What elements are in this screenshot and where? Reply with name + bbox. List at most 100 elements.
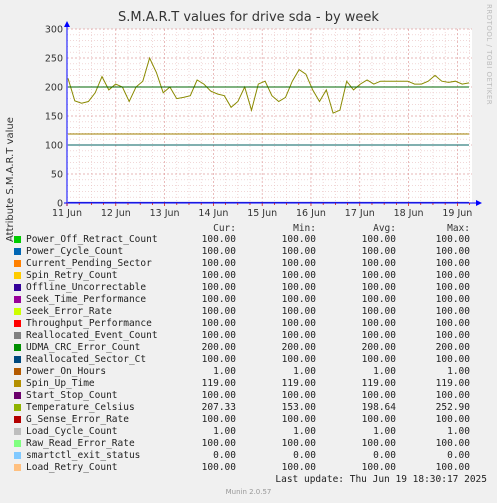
x-tick-label: 18 Jun	[394, 208, 424, 219]
legend-swatch	[14, 308, 21, 315]
last-update: Last update: Thu Jun 19 18:30:17 2025	[275, 474, 487, 485]
legend-row-offline-uncorrectable: Offline_Uncorrectable 100.00 100.00 100.00 1…	[0, 282, 497, 294]
legend-cur-value: 100.00	[201, 462, 236, 473]
legend-swatch	[14, 416, 21, 423]
legend-cur-value: 207.33	[201, 402, 236, 413]
axes	[64, 21, 482, 206]
legend-label: G_Sense_Error_Rate	[26, 414, 129, 425]
legend-cur-value: 100.00	[201, 318, 236, 329]
legend-row-power-on-hours: Power_On_Hours 1.00 1.00 1.00 1.00	[0, 366, 497, 378]
legend-max-value: 100.00	[435, 306, 470, 317]
legend-avg-value: 119.00	[361, 378, 396, 389]
legend-avg-value: 100.00	[361, 354, 396, 365]
legend-avg-value: 100.00	[361, 318, 396, 329]
legend-max-value: 100.00	[435, 282, 470, 293]
legend-swatch	[14, 272, 21, 279]
legend-max-value: 100.00	[435, 390, 470, 401]
legend-cur-value: 100.00	[201, 294, 236, 305]
x-tick-label: 15 Jun	[247, 208, 277, 219]
legend-avg-value: 1.00	[373, 366, 396, 377]
y-axis-arrow	[64, 21, 70, 27]
legend-row-spin-up-time: Spin_Up_Time 119.00 119.00 119.00 119.00	[0, 378, 497, 390]
legend-swatch	[14, 296, 21, 303]
legend-row-smartctl-exit-status: smartctl_exit_status 0.00 0.00 0.00 0.00	[0, 450, 497, 462]
legend-row-udma-crc-error-count: UDMA_CRC_Error_Count 200.00 200.00 200.00 20…	[0, 342, 497, 354]
x-tick-label: 12 Jun	[101, 208, 131, 219]
y-tick-label: 50	[51, 170, 63, 181]
legend-swatch	[14, 368, 21, 375]
legend-cur-value: 100.00	[201, 270, 236, 281]
legend-swatch	[14, 344, 21, 351]
legend-cur-value: 100.00	[201, 246, 236, 257]
legend-swatch	[14, 464, 21, 471]
legend-label: Throughput_Performance	[26, 318, 152, 329]
legend-max-value: 100.00	[435, 234, 470, 245]
x-tick-label: 17 Jun	[345, 208, 375, 219]
legend-max-value: 100.00	[435, 438, 470, 449]
legend-avg-value: 100.00	[361, 390, 396, 401]
legend-avg-value: 198.64	[361, 402, 396, 413]
legend-label: Load_Retry_Count	[26, 462, 118, 473]
x-axis-arrow	[476, 200, 482, 206]
legend-label: smartctl_exit_status	[26, 450, 141, 461]
legend-label: Load_Cycle_Count	[26, 426, 118, 437]
y-tick-label: 100	[45, 141, 63, 152]
legend-row-current-pending-sector: Current_Pending_Sector 100.00 100.00 100.00…	[0, 258, 497, 270]
legend-min-value: 100.00	[281, 438, 316, 449]
legend-cur-value: 100.00	[201, 414, 236, 425]
legend-max-value: 100.00	[435, 270, 470, 281]
legend-avg-value: 100.00	[361, 234, 396, 245]
legend-min-value: 100.00	[281, 258, 316, 269]
munin-version: Munin 2.0.57	[225, 488, 272, 496]
legend-label: UDMA_CRC_Error_Count	[26, 342, 141, 353]
legend-label: Seek_Error_Rate	[26, 306, 112, 317]
legend-avg-value: 100.00	[361, 258, 396, 269]
legend-swatch	[14, 320, 21, 327]
legend-row-seek-error-rate: Seek_Error_Rate 100.00 100.00 100.00 100.00	[0, 306, 497, 318]
y-tick-label: 200	[45, 83, 63, 94]
legend-row-load-cycle-count: Load_Cycle_Count 1.00 1.00 1.00 1.00	[0, 426, 497, 438]
legend-avg-value: 100.00	[361, 270, 396, 281]
legend-min-value: 200.00	[281, 342, 316, 353]
legend-cur-value: 100.00	[201, 330, 236, 341]
legend-header-avg: Avg:	[373, 223, 396, 234]
legend-header-min: Min:	[293, 223, 316, 234]
legend-swatch	[14, 260, 21, 267]
legend-label: Power_On_Hours	[26, 366, 107, 377]
y-tick-label: 250	[45, 54, 63, 65]
legend-avg-value: 100.00	[361, 294, 396, 305]
legend-min-value: 100.00	[281, 270, 316, 281]
legend-max-value: 0.00	[447, 450, 470, 461]
legend-avg-value: 100.00	[361, 462, 396, 473]
legend-avg-value: 100.00	[361, 414, 396, 425]
legend-swatch	[14, 248, 21, 255]
legend-label: Spin_Up_Time	[26, 378, 95, 389]
legend-cur-value: 100.00	[201, 258, 236, 269]
legend-max-value: 100.00	[435, 330, 470, 341]
legend-cur-value: 100.00	[201, 390, 236, 401]
legend-row-power-cycle-count: Power_Cycle_Count 100.00 100.00 100.00 100.0…	[0, 246, 497, 258]
legend-min-value: 100.00	[281, 414, 316, 425]
legend-cur-value: 119.00	[201, 378, 236, 389]
legend-min-value: 100.00	[281, 306, 316, 317]
legend-label: Power_Off_Retract_Count	[26, 234, 158, 245]
legend-cur-value: 1.00	[213, 426, 236, 437]
legend-header-cur: Cur:	[213, 223, 236, 234]
legend-cur-value: 200.00	[201, 342, 236, 353]
legend-label: Seek_Time_Performance	[26, 294, 147, 305]
legend-min-value: 100.00	[281, 282, 316, 293]
series-line-temperature-celsius	[67, 56, 470, 114]
legend-cur-value: 100.00	[201, 438, 236, 449]
legend-swatch	[14, 380, 21, 387]
legend-row-power-off-retract-count: Power_Off_Retract_Count 100.00 100.00 100.0…	[0, 234, 497, 246]
legend-max-value: 119.00	[435, 378, 470, 389]
legend-swatch	[14, 356, 21, 363]
legend-label: Temperature_Celsius	[26, 402, 135, 413]
legend-row-reallocated-event-count: Reallocated_Event_Count 100.00 100.00 100.0…	[0, 330, 497, 342]
legend-min-value: 100.00	[281, 318, 316, 329]
legend-max-value: 200.00	[435, 342, 470, 353]
legend-cur-value: 0.00	[213, 450, 236, 461]
legend-swatch	[14, 236, 21, 243]
legend-header-max: Max:	[447, 223, 470, 234]
legend-max-value: 1.00	[447, 366, 470, 377]
